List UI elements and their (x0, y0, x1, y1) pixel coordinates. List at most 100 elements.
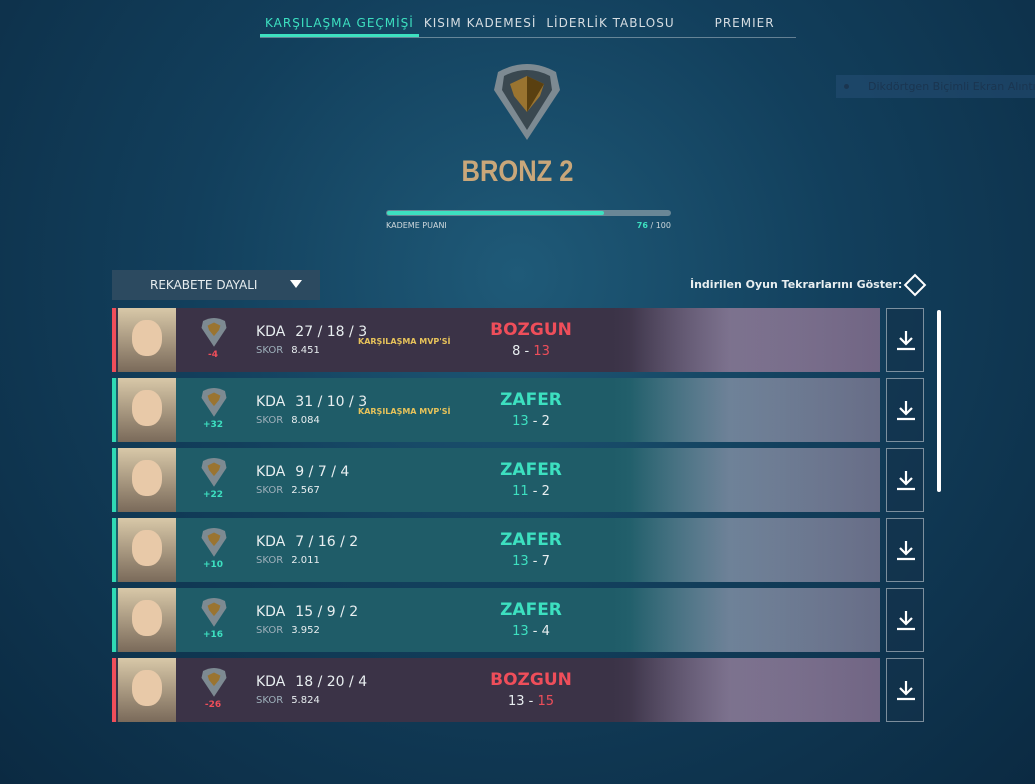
bronze-rank-icon (201, 388, 227, 417)
bronze-rank-icon (201, 528, 227, 557)
download-icon (897, 471, 915, 491)
score-value: 8.451 (291, 345, 320, 356)
scrollbar[interactable] (937, 310, 941, 492)
download-replay-button[interactable] (886, 658, 924, 722)
assists: 2 (349, 604, 359, 620)
kills: 18 (295, 674, 314, 690)
map-thumbnail (630, 308, 880, 372)
deaths: 18 (326, 324, 345, 340)
team-rounds: 13 (512, 554, 529, 569)
download-replay-button[interactable] (886, 448, 924, 512)
bronze-rank-icon (201, 458, 227, 487)
map-thumbnail (630, 658, 880, 722)
agent-portrait (118, 588, 176, 652)
agent-portrait (118, 378, 176, 442)
queue-filter-label: REKABETE DAYALI (150, 278, 258, 292)
score-label: SKOR (256, 695, 284, 706)
assists: 3 (358, 324, 368, 340)
kda-label: KDA (256, 464, 286, 480)
rr-max: 100 (655, 221, 671, 230)
match-row[interactable]: +16 KDA 15 / 9 / 2 SKOR 3.952 ZAFER 13 - 4 (112, 588, 880, 652)
match-row[interactable]: +10 KDA 7 / 16 / 2 SKOR 2.011 ZAFER 13 - 7 (112, 518, 880, 582)
tab-match-history[interactable]: KARŞILAŞMA GEÇMİŞİ (260, 10, 419, 37)
kda: KDA 7 / 16 / 2 (256, 534, 359, 550)
score: SKOR 3.952 (256, 625, 320, 636)
tab-act-rank[interactable]: KISIM KADEMESİ (423, 16, 537, 30)
agent-portrait (118, 658, 176, 722)
assists: 2 (349, 534, 359, 550)
enemy-rounds: 13 (533, 344, 550, 359)
agent-portrait (118, 308, 176, 372)
score: SKOR 8.084 (256, 415, 320, 426)
kills: 15 (295, 604, 314, 620)
deaths: 10 (326, 394, 345, 410)
team-rounds: 13 (512, 624, 529, 639)
round-score: 8 - 13 (512, 344, 550, 359)
download-icon (897, 331, 915, 351)
match-row[interactable]: -26 KDA 18 / 20 / 4 SKOR 5.824 BOZGUN 13 -… (112, 658, 880, 722)
team-rounds: 11 (512, 484, 529, 499)
match-result: ZAFER (500, 600, 562, 620)
mvp-badge: KARŞILAŞMA MVP'Sİ (358, 337, 451, 346)
score-label: SKOR (256, 485, 284, 496)
download-replay-button[interactable] (886, 378, 924, 442)
kda: KDA 9 / 7 / 4 (256, 464, 350, 480)
show-replays-checkbox[interactable] (903, 273, 927, 297)
bronze-rank-icon (201, 598, 227, 627)
deaths: 16 (317, 534, 336, 550)
kda: KDA 27 / 18 / 3 (256, 324, 368, 340)
rr-change: -4 (208, 350, 218, 360)
round-score: 13 - 15 (507, 694, 555, 709)
kills: 27 (295, 324, 314, 340)
download-icon (897, 681, 915, 701)
match-row[interactable]: -4 KDA 27 / 18 / 3 SKOR 8.451 KARŞILAŞMA M… (112, 308, 880, 372)
rank-progress-fill (387, 211, 604, 215)
kills: 31 (295, 394, 314, 410)
score-value: 3.952 (291, 625, 320, 636)
kda-label: KDA (256, 604, 286, 620)
map-thumbnail (630, 448, 880, 512)
rank-name: BRONZ 2 (461, 155, 574, 188)
team-rounds: 13 (512, 414, 529, 429)
snip-tooltip: Dikdörtgen Biçimli Ekran Alıntısı (836, 75, 1035, 98)
match-row[interactable]: +22 KDA 9 / 7 / 4 SKOR 2.567 ZAFER 11 - 2 (112, 448, 880, 512)
round-score: 13 - 2 (512, 414, 550, 429)
download-icon (897, 401, 915, 421)
map-thumbnail (630, 378, 880, 442)
rr-change: +32 (202, 420, 224, 430)
score: SKOR 8.451 (256, 345, 320, 356)
assists: 3 (358, 394, 368, 410)
team-rounds: 8 (512, 344, 521, 359)
enemy-rounds: 15 (537, 694, 555, 709)
score-label: SKOR (256, 415, 284, 426)
match-result: BOZGUN (490, 670, 572, 690)
score: SKOR 5.824 (256, 695, 320, 706)
kda-label: KDA (256, 534, 286, 550)
queue-filter-dropdown[interactable]: REKABETE DAYALI (112, 270, 320, 300)
score-label: SKOR (256, 625, 284, 636)
agent-portrait (118, 518, 176, 582)
rr-change: -26 (204, 700, 222, 710)
match-row[interactable]: +32 KDA 31 / 10 / 3 SKOR 8.084 KARŞILAŞMA … (112, 378, 880, 442)
score-value: 2.011 (291, 555, 320, 566)
round-score: 13 - 4 (512, 624, 550, 639)
deaths: 20 (326, 674, 345, 690)
mvp-badge: KARŞILAŞMA MVP'Sİ (358, 407, 451, 416)
download-replay-button[interactable] (886, 588, 924, 652)
download-replay-button[interactable] (886, 518, 924, 582)
score-label: SKOR (256, 345, 284, 356)
tab-premier[interactable]: PREMIER (714, 16, 775, 30)
show-replays-label: İndirilen Oyun Tekrarlarını Göster: (690, 278, 903, 291)
match-result: BOZGUN (490, 320, 572, 340)
tab-leaderboard[interactable]: LİDERLİK TABLOSU (546, 16, 675, 30)
download-icon (897, 541, 915, 561)
kda-label: KDA (256, 394, 286, 410)
round-score: 13 - 7 (512, 554, 550, 569)
download-replay-button[interactable] (886, 308, 924, 372)
rank-progress-label: KADEME PUANI (386, 221, 447, 230)
download-icon (897, 611, 915, 631)
kills: 7 (295, 534, 305, 550)
match-result: ZAFER (500, 530, 562, 550)
enemy-rounds: 4 (541, 624, 550, 639)
deaths: 9 (326, 604, 336, 620)
